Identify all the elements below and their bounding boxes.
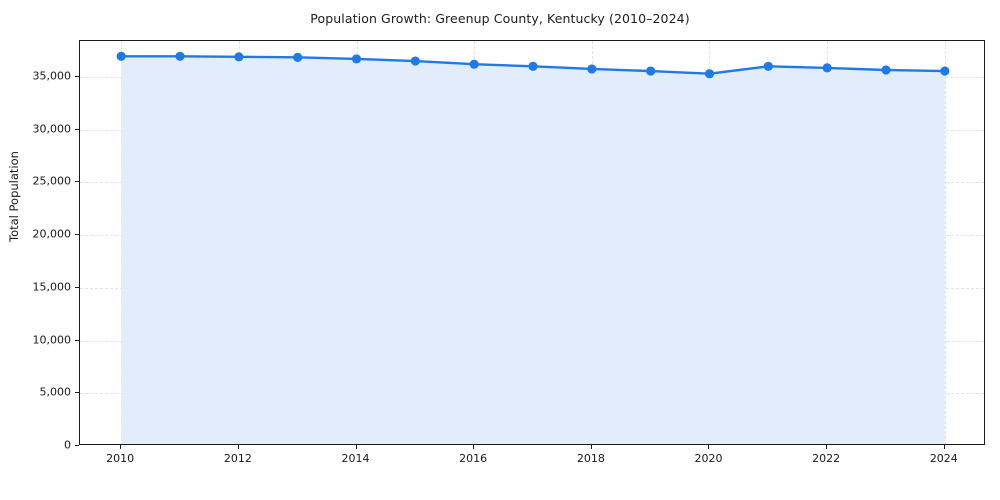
x-tick-label: 2012 — [223, 452, 252, 465]
x-tick-label: 2014 — [341, 452, 370, 465]
data-point-marker[interactable]: 2017: 36,000 — [528, 61, 538, 71]
y-tick-label: 0 — [64, 438, 71, 452]
x-tick-mark — [120, 445, 122, 449]
x-tick-mark — [590, 445, 592, 449]
y-tick-label: 30,000 — [32, 122, 72, 136]
y-tick-mark — [75, 128, 79, 130]
x-tick-label: 2024 — [929, 452, 958, 465]
data-point-marker[interactable]: 2015: 36,500 — [410, 56, 420, 66]
data-point-marker[interactable]: 2024: 35,550 — [940, 66, 950, 76]
x-tick-mark — [943, 445, 945, 449]
data-point-marker[interactable]: 2016: 36,200 — [469, 59, 479, 69]
y-tick-mark — [75, 75, 79, 77]
data-point-marker[interactable]: 2011: 36,950 — [175, 51, 185, 61]
y-tick-mark — [75, 445, 79, 446]
plot-area: 2010: 36,950 2011: 36,950 2012: 36,900 2013… — [79, 40, 985, 445]
y-tick-label: 35,000 — [32, 69, 72, 83]
data-point-marker[interactable]: 2013: 36,850 — [293, 52, 303, 62]
series-area-fill — [121, 56, 945, 444]
data-point-marker[interactable]: 2021: 36,000 — [763, 61, 773, 71]
x-tick-label: 2016 — [459, 452, 488, 465]
y-tick-label: 25,000 — [32, 174, 72, 188]
x-tick-mark — [237, 445, 239, 449]
x-tick-label: 2018 — [576, 452, 605, 465]
x-tick-mark — [355, 445, 357, 449]
y-tick-label: 20,000 — [32, 227, 72, 241]
data-point-marker[interactable]: 2012: 36,900 — [234, 52, 244, 62]
y-tick-mark — [75, 392, 79, 394]
y-tick-mark — [75, 181, 79, 183]
x-tick-mark — [473, 445, 475, 449]
y-tick-label: 10,000 — [32, 333, 72, 347]
x-tick-label: 2022 — [812, 452, 841, 465]
y-tick-label: 5,000 — [39, 385, 72, 399]
data-point-marker[interactable]: 2020: 35,300 — [704, 69, 715, 79]
y-tick-mark — [75, 339, 79, 341]
data-point-marker[interactable]: 2014: 36,700 — [351, 54, 362, 64]
data-point-marker[interactable]: 2010: 36,950 — [116, 51, 126, 61]
x-tick-mark — [826, 445, 828, 449]
y-tick-label: 15,000 — [32, 280, 72, 294]
x-tick-mark — [708, 445, 710, 449]
data-point-marker[interactable]: 2023: 35,650 — [881, 65, 891, 75]
data-point-marker[interactable]: 2018: 35,750 — [587, 64, 597, 74]
x-tick-label: 2020 — [694, 452, 723, 465]
population-series: 2010: 36,950 2011: 36,950 2012: 36,900 2013… — [116, 51, 950, 444]
chart-title: Population Growth: Greenup County, Kentu… — [310, 11, 690, 26]
y-tick-mark — [75, 286, 79, 288]
y-tick-mark — [75, 234, 79, 236]
data-point-marker[interactable]: 2019: 35,550 — [646, 66, 656, 76]
x-tick-label: 2010 — [106, 452, 135, 465]
data-point-marker[interactable]: 2022: 35,850 — [822, 63, 832, 73]
